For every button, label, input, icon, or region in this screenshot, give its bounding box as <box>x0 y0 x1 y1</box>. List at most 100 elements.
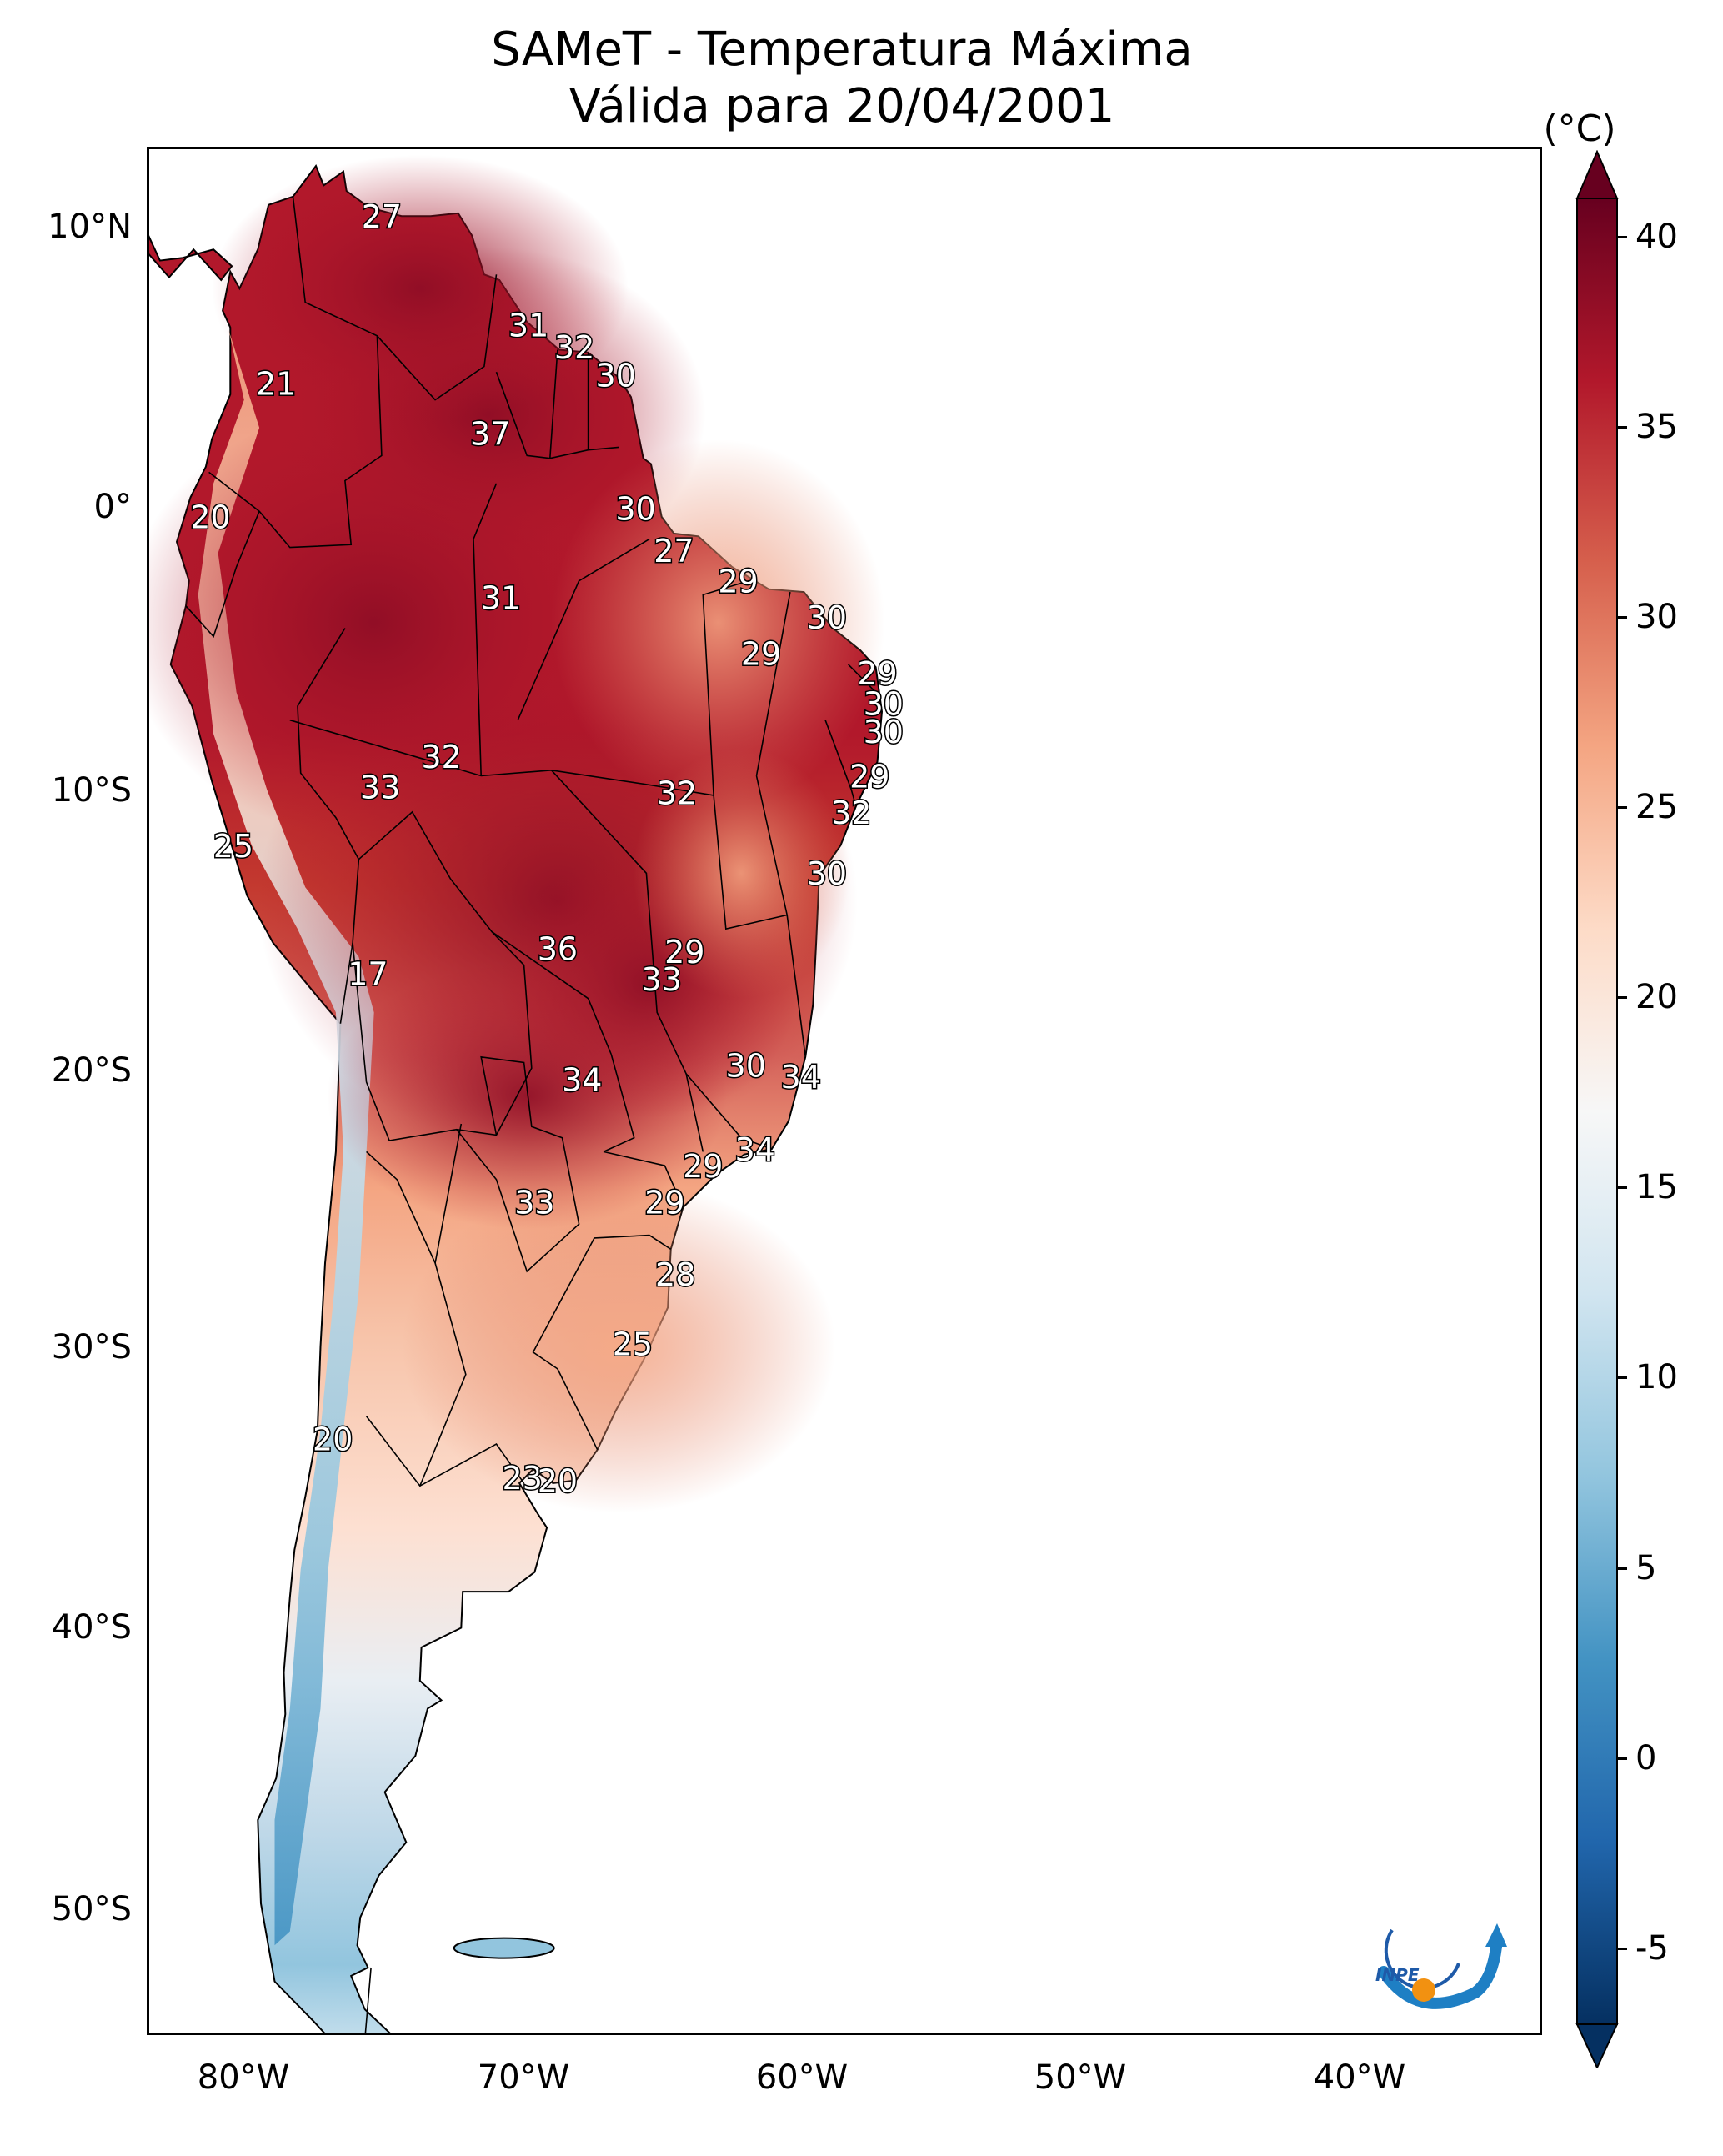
temperature-label: 27 <box>362 198 402 235</box>
temperature-label: 20 <box>538 1462 578 1499</box>
y-tick-label: 50°S <box>51 1890 132 1928</box>
border-line <box>473 483 498 776</box>
colorbar-tick-label: 35 <box>1635 407 1678 446</box>
colorbar-max-arrow <box>1575 150 1619 199</box>
colorbar-frame <box>1576 198 1618 2025</box>
colorbar-tick-label: 25 <box>1635 788 1678 826</box>
temperature-label: 20 <box>313 1421 353 1457</box>
border-line <box>603 1151 684 1208</box>
border-line <box>702 579 749 795</box>
colorbar-tick <box>1617 235 1627 238</box>
y-tick-label: 20°S <box>51 1051 132 1090</box>
colorbar-tick <box>1617 615 1627 619</box>
hot-core <box>211 155 629 422</box>
colorbar-tick-label: 40 <box>1635 217 1678 256</box>
temperature-label: 20 <box>190 499 230 536</box>
y-tick-label: 10°S <box>51 771 132 810</box>
temperature-label: 31 <box>481 580 521 617</box>
colorbar-tick-label: 0 <box>1635 1738 1657 1777</box>
temperature-label: 34 <box>735 1131 775 1168</box>
colorbar-unit: (°C) <box>1543 108 1616 150</box>
map-title: SAMeT - Temperatura Máxima <box>491 23 1193 77</box>
border-line <box>376 274 498 401</box>
border-line <box>208 196 383 549</box>
border-line <box>755 591 791 776</box>
temperature-label: 25 <box>213 828 253 865</box>
country-state-borders <box>185 196 877 2033</box>
temperature-label: 34 <box>781 1059 821 1096</box>
temperature-label: 32 <box>421 739 461 775</box>
border-line <box>491 930 612 1055</box>
falkland-islands <box>453 1937 555 1959</box>
border-line <box>185 510 260 639</box>
inpe-logo-graphic <box>1378 1923 1507 2009</box>
colorbar-tick <box>1617 1947 1627 1950</box>
temperature-label: 30 <box>596 357 636 394</box>
temperature-label: 29 <box>664 934 704 970</box>
temperature-label: 25 <box>613 1326 653 1363</box>
border-line <box>603 1054 635 1153</box>
temperature-label: 29 <box>718 564 758 600</box>
y-tick-label: 10°N <box>48 208 132 246</box>
temperature-label: 29 <box>683 1148 723 1185</box>
inpe-logo: INPE <box>1359 1913 1517 2022</box>
border-line <box>551 770 704 1152</box>
border-line <box>364 1967 372 2033</box>
temperature-label: 33 <box>514 1184 554 1221</box>
temperature-label: 27 <box>654 533 694 569</box>
mild-zone <box>402 1180 836 1514</box>
colorbar-tick <box>1617 1567 1627 1570</box>
colorbar-tick-label: 20 <box>1635 978 1678 1017</box>
temperature-label: 36 <box>538 930 578 967</box>
y-tick-label: 0° <box>93 488 132 526</box>
map-area[interactable]: 27 31 32 30 21 37 20 30 27 29 31 30 29 29 30 30 32 29 33 32… <box>147 147 1542 2035</box>
temperature-label: 30 <box>807 855 847 892</box>
border-line <box>848 664 877 693</box>
mild-zone <box>633 748 850 999</box>
border-line <box>365 1262 467 1487</box>
map-subtitle: Válida para 20/04/2001 <box>568 79 1115 133</box>
temperature-label: 28 <box>655 1256 695 1293</box>
temperature-label: 30 <box>807 599 847 636</box>
temperature-label: 29 <box>741 635 781 672</box>
colorbar-tick-label: 15 <box>1635 1168 1678 1207</box>
temperature-label: 31 <box>508 307 548 343</box>
x-tick-label: 70°W <box>477 2058 570 2097</box>
mild-zone <box>551 439 885 806</box>
border-line <box>456 1055 580 1273</box>
temperature-label: 32 <box>554 329 594 366</box>
border-line <box>685 1073 773 1150</box>
y-tick-label: 30°S <box>51 1328 132 1366</box>
colorbar-tick <box>1617 1757 1627 1760</box>
temperature-label: 33 <box>360 770 400 806</box>
temperature-label: 23 <box>503 1460 543 1497</box>
colorbar-tick <box>1617 1186 1627 1190</box>
border-line <box>419 1443 525 1487</box>
inpe-logo-text: INPE <box>1375 1965 1420 1985</box>
x-tick-label: 50°W <box>1034 2058 1127 2097</box>
border-line <box>549 349 558 459</box>
colorbar-tick-label: -5 <box>1635 1928 1669 1968</box>
border-line <box>352 810 533 1141</box>
temperature-label: 32 <box>657 775 697 811</box>
border-line <box>594 1234 672 1250</box>
x-tick-label: 60°W <box>755 2058 849 2097</box>
colorbar-tick-label: 10 <box>1635 1358 1678 1397</box>
temperature-field-overlay <box>149 155 885 1946</box>
temperature-label: 29 <box>857 655 897 692</box>
x-tick-label: 80°W <box>197 2058 290 2097</box>
border-line <box>713 795 788 930</box>
border-line <box>289 719 714 796</box>
temperature-label: 30 <box>615 491 655 528</box>
border-line <box>532 1237 599 1451</box>
x-tick-label: 40°W <box>1313 2058 1406 2097</box>
temperature-label: 33 <box>642 961 682 998</box>
colorbar-tick <box>1617 425 1627 429</box>
y-tick-label: 40°S <box>51 1608 132 1647</box>
colorbar-min-arrow <box>1575 2023 1619 2068</box>
border-line <box>824 720 857 807</box>
colorbar-tick <box>1617 996 1627 1000</box>
temperature-label: 37 <box>470 416 510 453</box>
